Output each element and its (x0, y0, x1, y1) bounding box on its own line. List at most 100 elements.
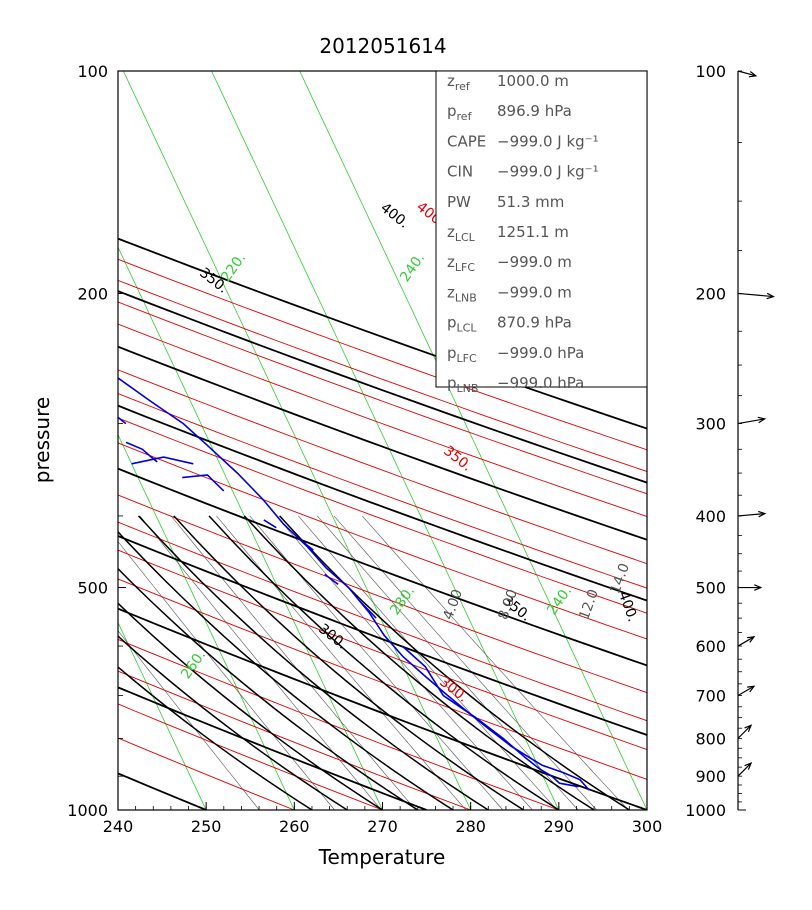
wind-barb (737, 636, 755, 647)
mixing-ratio-line (139, 515, 382, 810)
mixing-ratio-line (118, 630, 260, 810)
stats-row-value: −999.0 J kg⁻¹ (497, 163, 599, 181)
y-tick-label: 1000 (67, 801, 108, 820)
moist-adiabat-line (173, 515, 525, 810)
x-axis: 240 250 260 270 280 290 300 (103, 802, 663, 836)
wind-barb-arrowhead (747, 685, 756, 693)
dry-adiabat-line (118, 345, 647, 541)
stats-row-label: zref (447, 72, 471, 93)
contour-label: 220. (218, 250, 249, 285)
y-axis: 100 200 500 1000 (67, 62, 126, 820)
x-tick-label: 250 (191, 817, 222, 836)
stats-row-value: 1000.0 m (497, 72, 569, 90)
stats-row-label: pLNB (447, 374, 478, 395)
moist-adiabat-line (243, 515, 595, 810)
wind-barb-arrowhead (744, 762, 753, 770)
mixing-ratio-line (170, 515, 416, 810)
wind-barb-arrowhead (744, 724, 753, 733)
stats-row-value: −999.0 J kg⁻¹ (497, 132, 599, 150)
stats-row-value: 51.3 mm (497, 193, 564, 211)
isentrope-line (118, 670, 471, 810)
wind-barb-arrowhead (758, 510, 767, 518)
stats-row-value: −999.0 hPa (497, 344, 584, 362)
isentrope-line (118, 549, 647, 751)
isotherm-line (299, 71, 647, 810)
wind-axis-label: 500 (695, 579, 726, 598)
isentrope-line (118, 638, 559, 810)
wind-axis-label: 400 (695, 507, 726, 526)
wind-axis-label: 200 (695, 284, 726, 303)
isentrope-line (118, 417, 647, 614)
moist-adiabat-line (279, 515, 630, 810)
contour-label: 240. (397, 250, 428, 285)
wind-axis-label: 900 (695, 767, 726, 786)
temperature-line (118, 376, 590, 791)
y-tick-label: 100 (77, 62, 108, 81)
mixing-ratio-line (298, 515, 558, 810)
isentrope-line (118, 393, 647, 589)
isentrope-line (118, 279, 647, 473)
dewpoint-segment (0, 294, 24, 339)
isentrope-line (118, 494, 647, 694)
stats-row-label: zLNB (447, 283, 477, 304)
dry-adiabat-line (118, 404, 647, 602)
isotherm-line (0, 71, 30, 810)
moist-adiabat-line (137, 515, 489, 810)
y-tick-label: 200 (77, 284, 108, 303)
stats-box: zref 1000.0 m pref 896.9 hPa CAPE −999.0 J kg… (435, 70, 648, 395)
moist-adiabat-line (118, 602, 383, 810)
y-axis-label: pressure (30, 397, 54, 483)
x-tick-label: 240 (103, 817, 134, 836)
contour-label: 400. (377, 200, 411, 232)
wind-barb (737, 685, 755, 697)
moist-adiabat-line (118, 635, 348, 810)
isentrope-line (118, 323, 647, 517)
mixing-ratio-line (276, 515, 533, 810)
x-tick-label: 300 (632, 817, 663, 836)
stats-row-value: −999.0 m (497, 283, 572, 301)
stats-row-value: −999.0 hPa (497, 374, 584, 392)
stats-row-value: 870.9 hPa (497, 314, 572, 332)
y-tick-label: 500 (77, 579, 108, 598)
wind-barb-arrowhead (757, 416, 767, 424)
wind-axis-label: 600 (695, 637, 726, 656)
stats-row-label: CIN (447, 163, 473, 181)
dewpoint-segment (131, 456, 194, 465)
dry-adiabat-line (118, 686, 427, 810)
mixing-ratio-line (249, 515, 504, 810)
contour-label: 12.0 (576, 587, 602, 622)
stats-row-value: 1251.1 m (497, 223, 569, 241)
contour-label: 260. (178, 647, 209, 682)
moist-adiabat-line (118, 666, 313, 810)
wind-barb (737, 512, 765, 517)
isotherm-line (122, 71, 472, 810)
dewpoint-segment (35, 352, 68, 375)
isentrope-line (118, 301, 647, 495)
dry-adiabat-line (118, 290, 647, 484)
isentrope-line (118, 369, 647, 565)
moist-adiabat-line (118, 567, 419, 810)
contour-label: 240. (544, 583, 575, 618)
mixing-ratio-line (118, 541, 335, 810)
dry-adiabat-line (118, 535, 647, 736)
wind-barb (737, 418, 765, 425)
stats-row-value: 896.9 hPa (497, 102, 572, 120)
stats-row-label: pLFC (447, 344, 477, 365)
mixing-ratio-lines (118, 515, 629, 810)
isotherm-line (118, 621, 207, 810)
wind-barb-arrowhead (754, 584, 763, 591)
isentrope-line (118, 521, 647, 722)
wind-axis-label: 700 (695, 687, 726, 706)
stats-row-label: zLCL (447, 223, 476, 244)
x-tick-label: 270 (367, 817, 398, 836)
dewpoint-segment (263, 519, 277, 529)
wind-barb (737, 292, 774, 298)
dewpoint-segment (182, 474, 225, 492)
isentrope-line (118, 578, 647, 780)
wind-axis-label: 800 (695, 729, 726, 748)
moist-adiabat-line (208, 515, 560, 810)
x-tick-label: 260 (279, 817, 310, 836)
mixing-ratio-line (317, 515, 579, 810)
wind-profile: 100 200 300 400 500 600 700 800 900 1000 (685, 62, 775, 820)
